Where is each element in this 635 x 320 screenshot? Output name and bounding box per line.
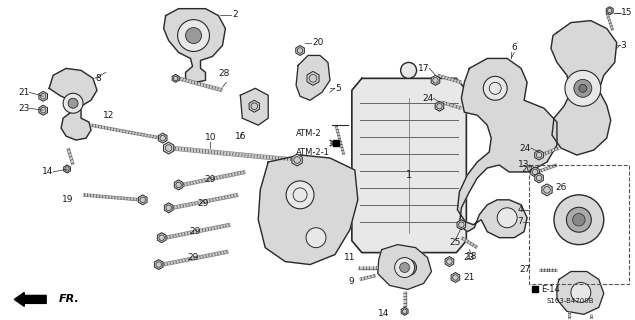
Text: 29: 29 [204,175,215,184]
Text: 21: 21 [18,88,29,97]
Polygon shape [154,260,163,269]
Circle shape [573,213,585,226]
Polygon shape [172,74,179,82]
Text: 9: 9 [348,277,354,286]
Text: 10: 10 [204,133,216,142]
Polygon shape [535,150,544,160]
Text: 23: 23 [464,253,475,262]
Text: 20: 20 [522,165,533,174]
Polygon shape [157,233,166,243]
Circle shape [401,260,417,276]
Circle shape [399,262,410,273]
Text: 24: 24 [422,94,434,103]
Polygon shape [292,154,302,166]
Circle shape [286,181,314,209]
Text: 12: 12 [104,111,114,120]
Text: E-14: E-14 [541,285,560,294]
Text: 28: 28 [218,69,230,78]
Polygon shape [542,184,552,196]
Text: 3: 3 [620,41,627,50]
Circle shape [395,258,415,277]
Text: 2: 2 [232,10,238,19]
Circle shape [579,84,587,92]
Polygon shape [258,155,358,265]
Circle shape [554,195,604,244]
Text: 6: 6 [511,44,517,52]
Polygon shape [557,271,604,314]
Text: ATM-2: ATM-2 [296,129,322,138]
Text: 11: 11 [344,253,356,262]
Polygon shape [606,7,613,15]
Polygon shape [64,165,70,173]
Text: 8: 8 [95,74,101,83]
Polygon shape [138,195,147,205]
Polygon shape [352,78,466,252]
Text: 27: 27 [519,265,531,274]
Text: FR.: FR. [59,294,80,304]
Circle shape [392,252,425,284]
Text: 18: 18 [465,252,477,260]
Text: 23: 23 [18,104,29,113]
Bar [529,165,629,284]
Circle shape [185,28,201,44]
Polygon shape [296,45,304,55]
Text: 25: 25 [450,238,461,247]
Text: 26: 26 [555,183,566,192]
Polygon shape [163,142,174,154]
Polygon shape [39,105,48,115]
Polygon shape [451,273,460,283]
Polygon shape [158,133,167,143]
Circle shape [497,208,517,228]
Circle shape [565,70,601,106]
Text: 1: 1 [406,170,411,180]
Text: 17: 17 [418,64,429,73]
Polygon shape [249,100,260,112]
Text: 21: 21 [464,273,475,282]
Circle shape [571,283,591,302]
Polygon shape [49,68,97,140]
Text: 24: 24 [520,144,531,153]
Polygon shape [535,173,544,183]
Polygon shape [164,203,173,213]
Polygon shape [401,307,408,315]
Polygon shape [551,20,617,155]
Circle shape [63,93,83,113]
Polygon shape [240,88,268,125]
Text: 19: 19 [62,195,73,204]
Circle shape [401,62,417,78]
Circle shape [574,79,592,97]
Polygon shape [431,76,440,85]
Polygon shape [457,220,465,230]
Text: 29: 29 [189,227,201,236]
Text: 13: 13 [518,160,529,170]
Polygon shape [164,9,225,82]
Polygon shape [307,71,319,85]
Circle shape [566,207,591,232]
Polygon shape [39,91,48,101]
Polygon shape [296,55,330,100]
Polygon shape [435,101,444,111]
Text: 16: 16 [234,132,246,141]
Text: S103-B4700B: S103-B4700B [547,298,594,304]
Text: ATM-2-1: ATM-2-1 [296,148,330,157]
Text: 15: 15 [620,8,632,17]
Polygon shape [457,59,557,238]
Text: 5: 5 [335,84,340,93]
Text: 20: 20 [312,38,323,47]
Text: 14: 14 [42,167,53,176]
Polygon shape [531,167,539,177]
Text: 29: 29 [197,199,208,208]
Circle shape [306,228,326,248]
FancyArrow shape [15,292,46,306]
Text: 7: 7 [518,217,523,226]
Circle shape [483,76,507,100]
Polygon shape [174,180,183,190]
Text: 14: 14 [378,309,390,318]
Circle shape [178,20,210,52]
Text: 29: 29 [187,253,199,262]
Polygon shape [445,257,454,267]
Text: 4: 4 [518,205,523,214]
Polygon shape [378,244,432,289]
Circle shape [68,98,78,108]
